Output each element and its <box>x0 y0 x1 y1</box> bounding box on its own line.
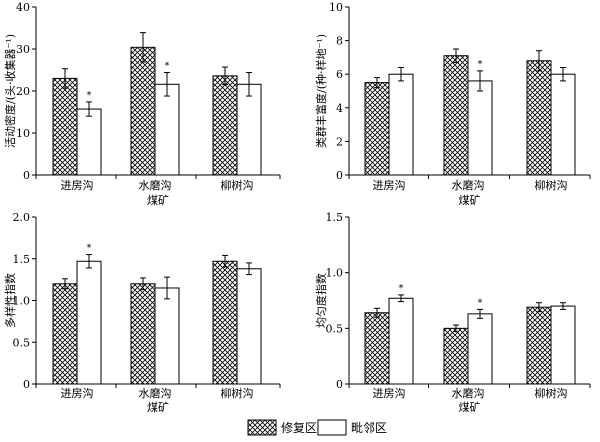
bar-adjacent <box>154 287 180 385</box>
y-axis-title: 均匀度指数 <box>314 273 328 328</box>
y-tick-label: 1.5 <box>326 211 344 224</box>
bar-adjacent <box>76 108 102 176</box>
category-label: 进房沟 <box>373 179 406 192</box>
bar-restored <box>364 82 390 176</box>
bar-restored <box>52 283 78 385</box>
category-label: 柳树沟 <box>221 386 254 400</box>
category-label: 柳树沟 <box>221 178 254 192</box>
legend-swatch-adjacent <box>317 419 347 436</box>
y-tick-label: 1.5 <box>13 253 31 266</box>
bar-adjacent <box>388 73 414 176</box>
bar-adjacent <box>467 313 493 385</box>
y-tick-label: 0 <box>23 378 30 391</box>
y-tick-label: 1.0 <box>326 267 344 280</box>
y-tick-label: 6 <box>336 68 343 81</box>
x-axis-title: 煤矿 <box>459 194 481 207</box>
bar-restored <box>130 46 156 176</box>
bar-restored <box>130 283 156 385</box>
bar-adjacent <box>388 297 414 385</box>
category-label: 水磨沟 <box>452 179 485 192</box>
bar-adjacent <box>467 80 493 176</box>
legend-swatch-restored <box>247 419 277 436</box>
y-tick-label: 4 <box>336 102 343 115</box>
y-tick-label: 0 <box>23 169 30 182</box>
bar-restored <box>364 312 390 385</box>
bar-adjacent <box>550 73 576 176</box>
y-tick-label: 1.0 <box>13 295 31 308</box>
bar-restored <box>52 77 78 176</box>
y-tick-label: 2.0 <box>13 211 31 224</box>
bar-adjacent <box>550 305 576 385</box>
significance-star: * <box>165 61 170 72</box>
category-label: 进房沟 <box>61 179 94 192</box>
y-axis-title: 活动密度/(头·收集器⁻¹) <box>3 34 17 148</box>
y-tick-label: 20 <box>16 85 30 98</box>
x-axis-title: 煤矿 <box>147 194 169 207</box>
significance-star: * <box>478 297 483 308</box>
y-tick-label: 0 <box>336 169 343 182</box>
bar-restored <box>443 327 469 385</box>
significance-star: * <box>478 59 483 70</box>
y-tick-label: 10 <box>16 127 30 140</box>
bar-restored <box>526 306 552 385</box>
significance-star: * <box>399 283 404 294</box>
x-axis-title: 煤矿 <box>147 401 169 414</box>
y-tick-label: 0.5 <box>13 336 31 349</box>
category-label: 柳树沟 <box>535 178 568 192</box>
bar-restored <box>526 60 552 176</box>
bar-restored <box>212 260 238 385</box>
legend-label-adjacent: 毗邻区 <box>351 421 387 435</box>
bar-adjacent <box>154 83 180 176</box>
y-tick-label: 0.5 <box>326 322 344 335</box>
y-tick-label: 40 <box>16 1 30 14</box>
y-tick-label: 10 <box>329 1 343 14</box>
bar-adjacent <box>76 260 102 385</box>
y-tick-label: 8 <box>336 35 343 48</box>
significance-star: * <box>87 243 92 254</box>
category-label: 进房沟 <box>61 387 94 400</box>
significance-star: * <box>87 90 92 101</box>
bar-adjacent <box>236 268 262 385</box>
category-label: 柳树沟 <box>535 386 568 400</box>
y-tick-label: 2 <box>336 135 343 148</box>
bar-restored <box>212 75 238 176</box>
x-axis-title: 煤矿 <box>459 401 481 414</box>
legend-label-restored: 修复区 <box>281 420 317 435</box>
y-axis-title: 类群丰富度/(种·样地⁻¹) <box>314 34 328 148</box>
legend: 修复区 毗邻区 <box>247 419 387 436</box>
bar-adjacent <box>236 83 262 176</box>
y-tick-label: 30 <box>16 43 30 56</box>
category-label: 进房沟 <box>373 387 406 400</box>
category-label: 水磨沟 <box>139 387 172 400</box>
category-label: 水磨沟 <box>139 179 172 192</box>
y-tick-label: 0 <box>336 378 343 391</box>
y-axis-title: 多样性指数 <box>3 273 17 328</box>
category-label: 水磨沟 <box>452 387 485 400</box>
bar-restored <box>443 55 469 176</box>
